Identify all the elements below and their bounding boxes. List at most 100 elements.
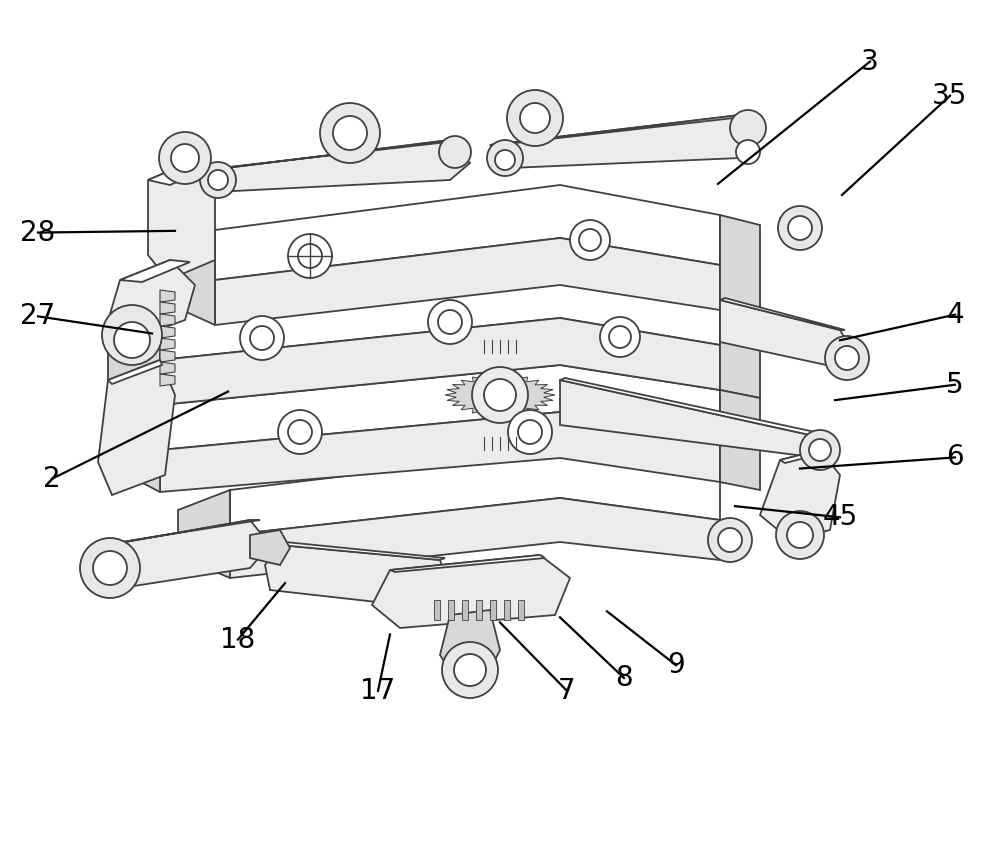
Circle shape [93,551,127,585]
Polygon shape [280,542,445,560]
Text: 4: 4 [946,301,964,328]
Text: 9: 9 [667,652,685,679]
Circle shape [787,522,813,548]
Polygon shape [230,498,720,578]
Text: 18: 18 [220,626,256,653]
Polygon shape [215,185,720,280]
Circle shape [102,305,162,365]
Polygon shape [160,290,175,302]
Polygon shape [160,318,720,405]
Polygon shape [265,545,450,608]
Circle shape [438,310,462,334]
Circle shape [507,90,563,146]
Polygon shape [108,310,160,405]
Polygon shape [448,600,454,620]
Text: 3: 3 [861,48,879,75]
Circle shape [508,410,552,454]
Polygon shape [210,140,465,170]
Circle shape [200,162,236,198]
Circle shape [718,528,742,552]
Polygon shape [108,520,260,545]
Circle shape [298,244,322,268]
Circle shape [472,367,528,423]
Circle shape [171,144,199,172]
Polygon shape [490,115,760,145]
Circle shape [609,326,631,348]
Polygon shape [210,140,470,192]
Text: 45: 45 [822,504,858,531]
Polygon shape [160,365,720,450]
Polygon shape [476,600,482,620]
Polygon shape [390,555,545,572]
Circle shape [776,511,824,559]
Circle shape [487,140,523,176]
Text: 8: 8 [615,664,633,692]
Polygon shape [434,600,440,620]
Circle shape [278,410,322,454]
Polygon shape [98,360,175,495]
Polygon shape [160,338,175,350]
Text: 28: 28 [20,219,56,246]
Circle shape [80,538,140,598]
Circle shape [579,229,601,251]
Circle shape [788,216,812,240]
Circle shape [442,642,498,698]
Circle shape [570,220,610,260]
Polygon shape [148,160,215,185]
Text: 27: 27 [20,303,56,330]
Circle shape [835,346,859,370]
Polygon shape [160,374,175,386]
Text: 35: 35 [932,82,968,109]
Polygon shape [504,600,510,620]
Polygon shape [462,600,468,620]
Circle shape [495,150,515,170]
Polygon shape [720,295,760,398]
Circle shape [518,420,542,444]
Circle shape [778,206,822,250]
Polygon shape [760,450,840,540]
Polygon shape [110,260,195,338]
Polygon shape [518,600,524,620]
Circle shape [736,140,760,164]
Circle shape [250,326,274,350]
Circle shape [159,132,211,184]
Polygon shape [108,520,270,590]
Circle shape [288,420,312,444]
Circle shape [288,234,332,278]
Polygon shape [490,115,760,168]
Polygon shape [160,314,175,326]
Polygon shape [445,374,555,416]
Polygon shape [160,350,175,362]
Text: 5: 5 [946,371,964,398]
Polygon shape [160,412,720,492]
Polygon shape [160,362,175,374]
Circle shape [708,518,752,562]
Circle shape [520,103,550,133]
Polygon shape [215,238,720,325]
Polygon shape [120,260,190,282]
Circle shape [428,300,472,344]
Circle shape [600,317,640,357]
Circle shape [484,379,516,411]
Polygon shape [160,302,175,314]
Polygon shape [160,230,215,325]
Text: 7: 7 [558,677,576,705]
Circle shape [208,170,228,190]
Polygon shape [720,300,855,368]
Text: 2: 2 [43,465,61,492]
Polygon shape [160,326,175,338]
Polygon shape [720,298,845,330]
Polygon shape [108,380,160,492]
Circle shape [454,654,486,686]
Polygon shape [108,360,162,384]
Text: 6: 6 [946,444,964,471]
Polygon shape [250,530,290,565]
Polygon shape [780,450,825,463]
Polygon shape [148,160,215,280]
Circle shape [800,430,840,470]
Circle shape [320,103,380,163]
Circle shape [825,336,869,380]
Polygon shape [560,380,820,458]
Circle shape [333,116,367,150]
Circle shape [730,110,766,146]
